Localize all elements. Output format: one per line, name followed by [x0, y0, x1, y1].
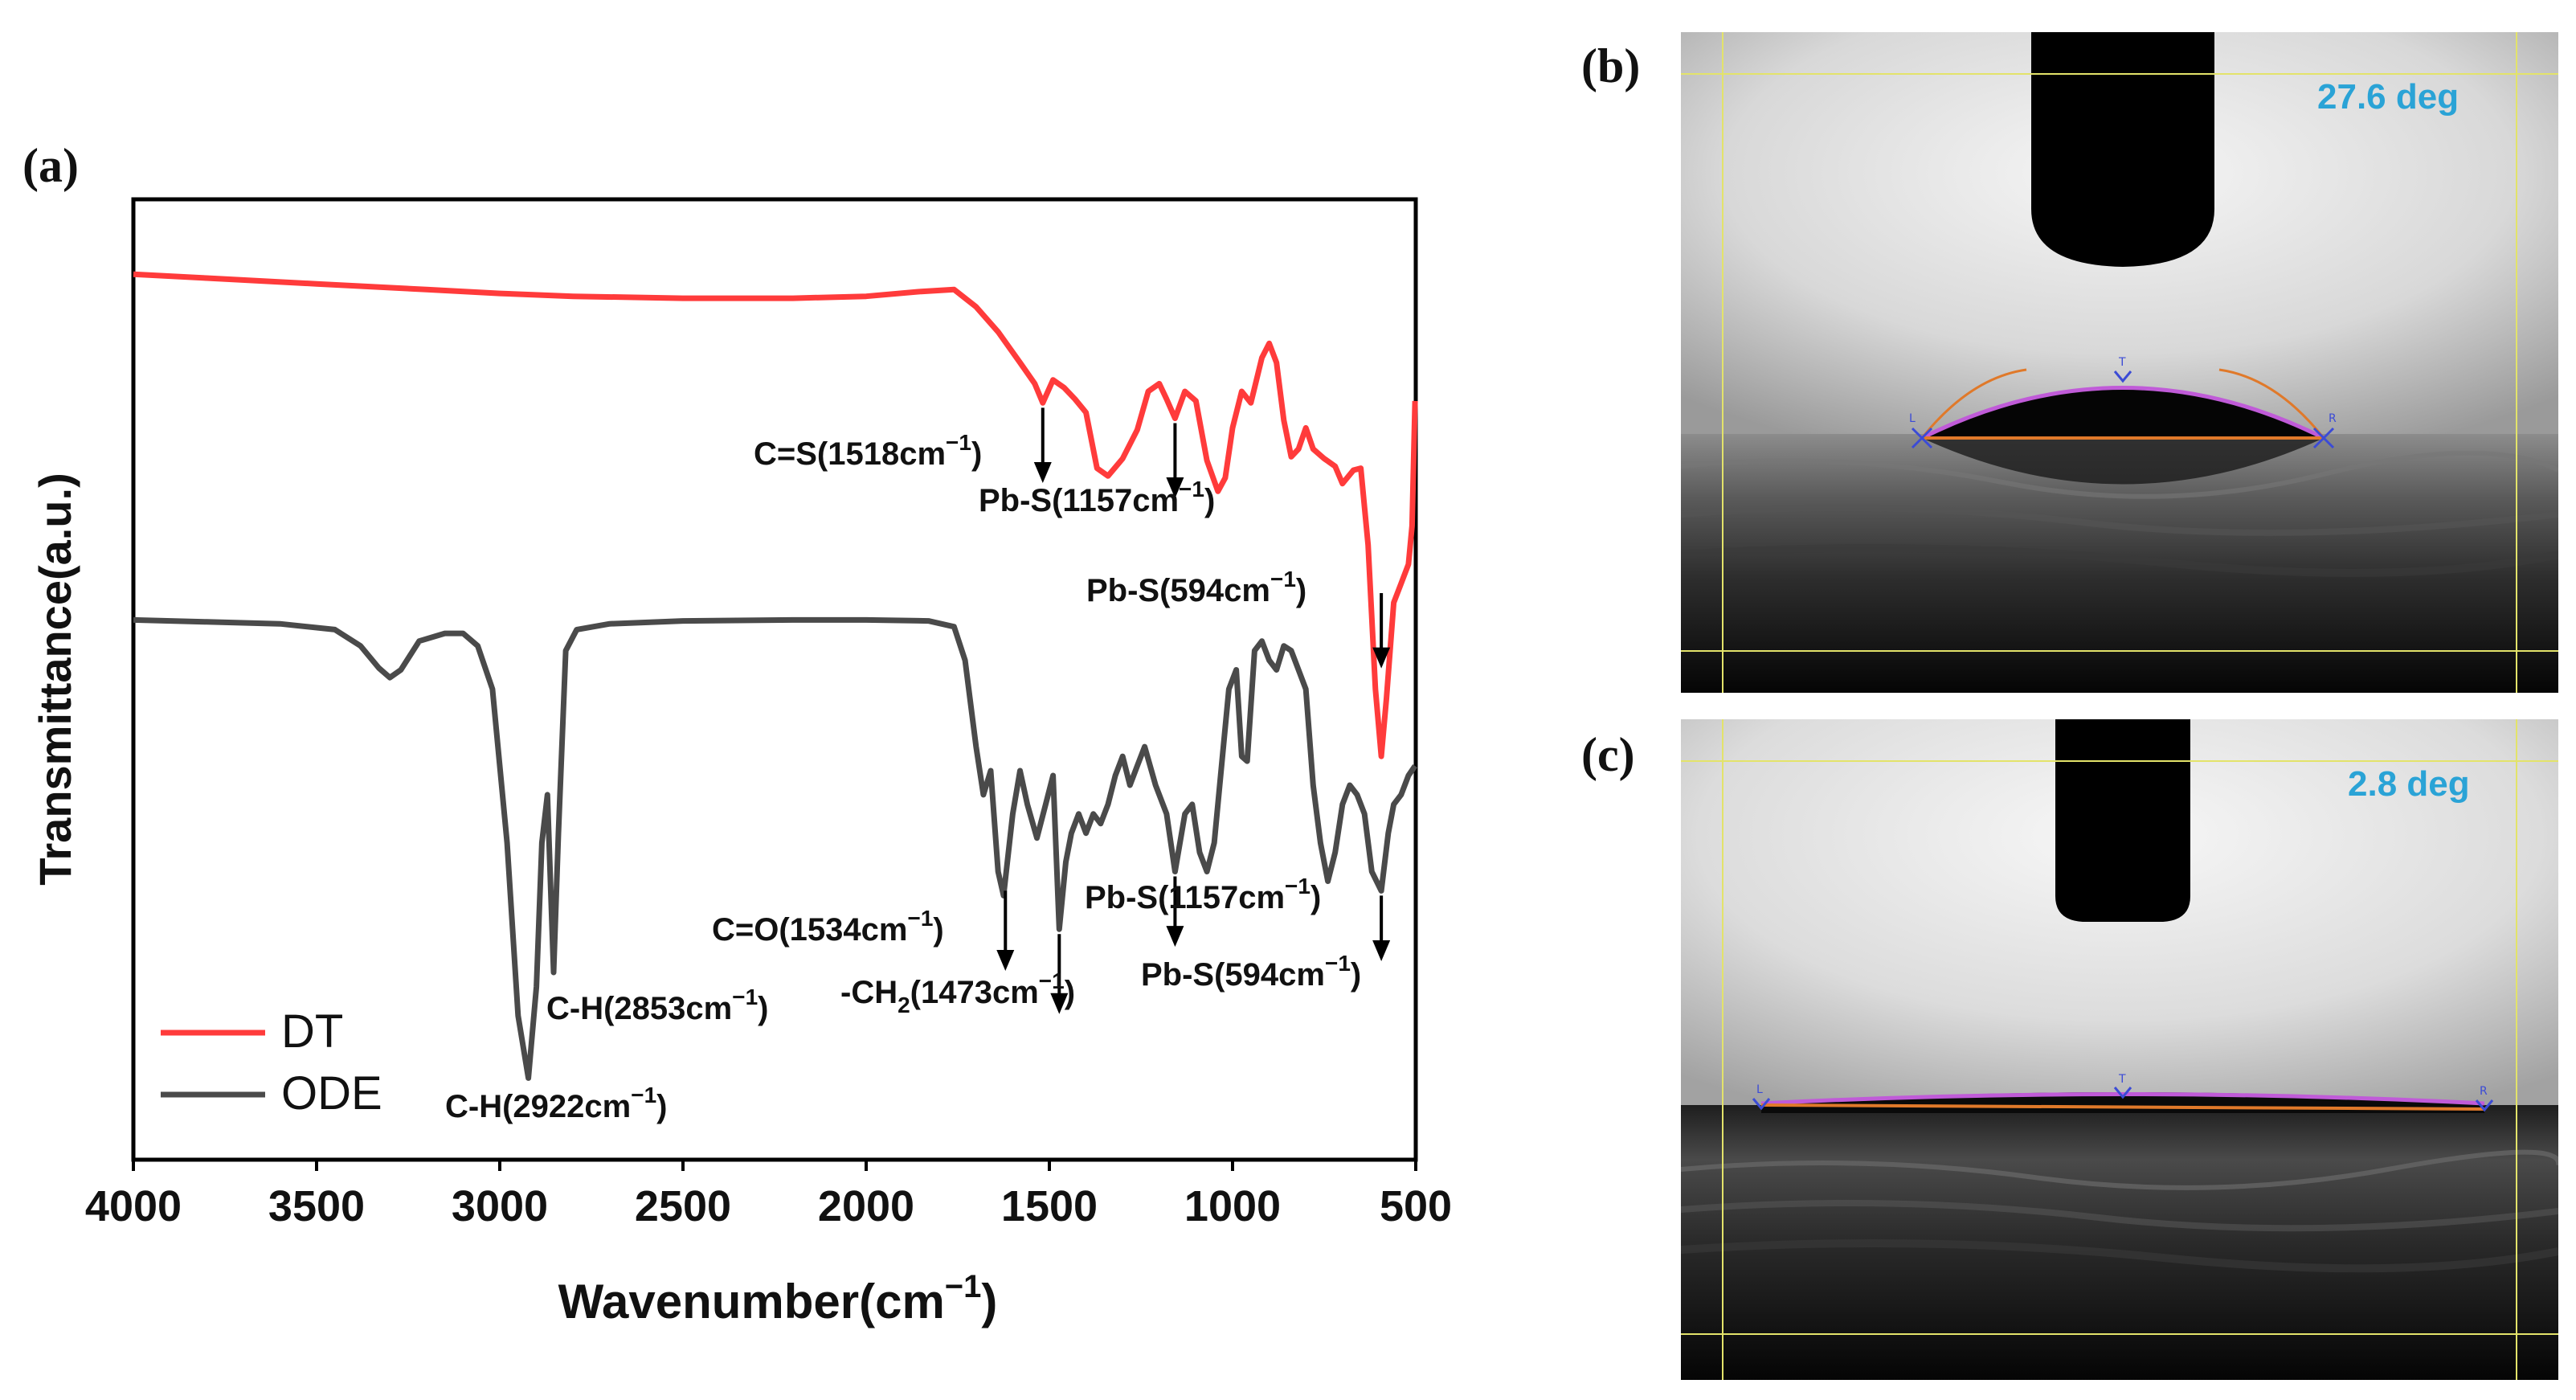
series-line-ode	[133, 616, 1417, 1081]
panel-label-b: (b)	[1581, 39, 1641, 92]
annotation-ch-2853: C-H(2853cm−1)	[546, 985, 768, 1026]
annotation-cs-1518: C=S(1518cm−1)	[754, 430, 982, 472]
marker-r-c: R	[2480, 1085, 2488, 1098]
series-layer	[133, 271, 1418, 1081]
annotation-pbs-594-ode: Pb-S(594cm−1)	[1141, 951, 1361, 993]
annotation-arrow-0	[1033, 407, 1052, 483]
contact-angle-value-c: 2.8 deg	[2348, 764, 2470, 804]
plot-frame	[131, 197, 1418, 1162]
x-tick-label-3500: 3500	[268, 1182, 365, 1230]
marker-t-b: T	[2118, 356, 2126, 369]
marker-l-b: L	[1909, 412, 1916, 425]
annotation-arrow-2	[1372, 592, 1391, 669]
x-axis-ticks: 4000 3500 3000 2500 2000 1500 1000 500	[85, 1160, 1452, 1230]
marker-t-c: T	[2118, 1073, 2126, 1086]
series-line-dt	[133, 271, 1418, 759]
annotation-pbs-1157-ode: Pb-S(1157cm−1)	[1085, 874, 1321, 915]
x-tick-label-1500: 1500	[1001, 1182, 1098, 1230]
annotation-pbs-1157-dt: Pb-S(1157cm−1)	[979, 477, 1215, 518]
annotation-arrow-4	[1050, 934, 1069, 1014]
annotation-co-1534: C=O(1534cm−1)	[712, 906, 944, 948]
x-tick-label-1000: 1000	[1184, 1182, 1281, 1230]
x-tick-label-3000: 3000	[452, 1182, 548, 1230]
marker-l-c: L	[1756, 1083, 1763, 1096]
annotation-arrow-6	[1372, 895, 1391, 962]
panel-label-c: (c)	[1581, 728, 1635, 781]
panel-label-a: (a)	[22, 139, 79, 192]
annotation-ch2-1473: -CH2(1473cm−1)	[840, 968, 1075, 1017]
ftir-chart: 4000 3500 3000 2500 2000 1500 1000 500 Transmit…	[30, 197, 1452, 1328]
x-axis-label: Wavenumber(cm−1)	[558, 1269, 998, 1328]
contact-angle-photo-c: L T R 2.8 deg	[1681, 719, 2558, 1380]
contact-angle-value-b: 27.6 deg	[2317, 77, 2459, 117]
legend: DT ODE	[161, 1005, 382, 1120]
legend-label-ode: ODE	[281, 1067, 382, 1120]
annotation-arrow-3	[996, 890, 1015, 971]
x-tick-label-4000: 4000	[85, 1182, 182, 1230]
x-tick-label-2000: 2000	[818, 1182, 914, 1230]
marker-r-b: R	[2329, 412, 2337, 425]
legend-label-dt: DT	[281, 1005, 343, 1058]
contact-angle-photo-b: L T R 27.6 deg	[1681, 32, 2558, 693]
annotation-arrow-5	[1166, 876, 1184, 948]
annotation-pbs-594-dt: Pb-S(594cm−1)	[1086, 567, 1306, 608]
annotation-arrow-1	[1166, 423, 1184, 499]
y-axis-label: Transmittance(a.u.)	[30, 473, 80, 885]
annotation-ch-2922: C-H(2922cm−1)	[445, 1083, 667, 1124]
annotation-arrows	[996, 407, 1391, 1014]
x-tick-label-2500: 2500	[635, 1182, 731, 1230]
x-tick-label-500: 500	[1380, 1182, 1452, 1230]
